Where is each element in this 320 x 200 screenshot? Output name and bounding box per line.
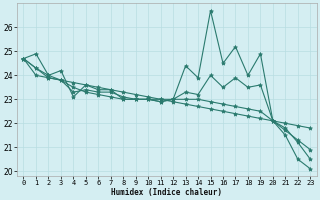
X-axis label: Humidex (Indice chaleur): Humidex (Indice chaleur) xyxy=(111,188,222,197)
